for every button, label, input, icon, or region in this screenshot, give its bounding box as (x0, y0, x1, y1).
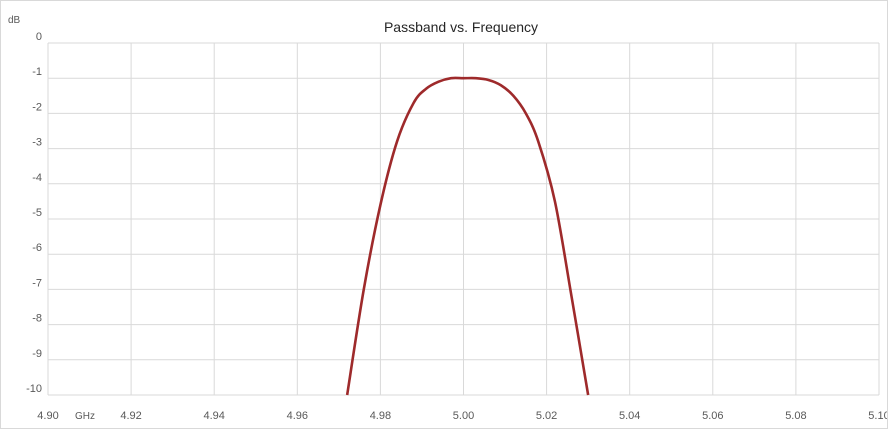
y-tick-label: -2 (32, 101, 42, 113)
y-tick-label: -9 (32, 348, 42, 360)
y-tick-label: -6 (32, 242, 42, 254)
axis-tick-labels: 4.90 4.92 4.94 4.96 4.98 5.00 5.02 5.04 5.06 5.08… (26, 31, 887, 422)
grid (47, 42, 880, 396)
y-axis-unit: dB (8, 15, 21, 26)
x-tick-label: 5.02 (536, 410, 557, 422)
x-tick-label: 4.94 (203, 410, 224, 422)
x-axis-unit: GHz (75, 411, 95, 422)
x-tick-label: 4.98 (370, 410, 391, 422)
y-tick-label: -8 (32, 313, 42, 325)
x-tick-label: 4.92 (120, 410, 141, 422)
y-tick-label: -10 (26, 383, 42, 395)
x-tick-label: 4.90 (37, 410, 58, 422)
series (345, 76, 590, 396)
y-tick-label: 0 (36, 31, 42, 43)
x-tick-label: 5.10 (868, 410, 887, 422)
chart-title: Passband vs. Frequency (384, 19, 538, 35)
x-tick-label: 5.04 (619, 410, 640, 422)
y-tick-label: -1 (32, 66, 42, 78)
x-tick-label: 5.08 (785, 410, 806, 422)
x-tick-label: 4.96 (287, 410, 308, 422)
y-tick-label: -4 (32, 172, 42, 184)
y-tick-label: -3 (32, 137, 42, 149)
y-tick-label: -5 (32, 207, 42, 219)
series-line (345, 76, 590, 396)
x-tick-label: 5.06 (702, 410, 723, 422)
x-tick-label: 5.00 (453, 410, 474, 422)
y-tick-label: -7 (32, 277, 42, 289)
